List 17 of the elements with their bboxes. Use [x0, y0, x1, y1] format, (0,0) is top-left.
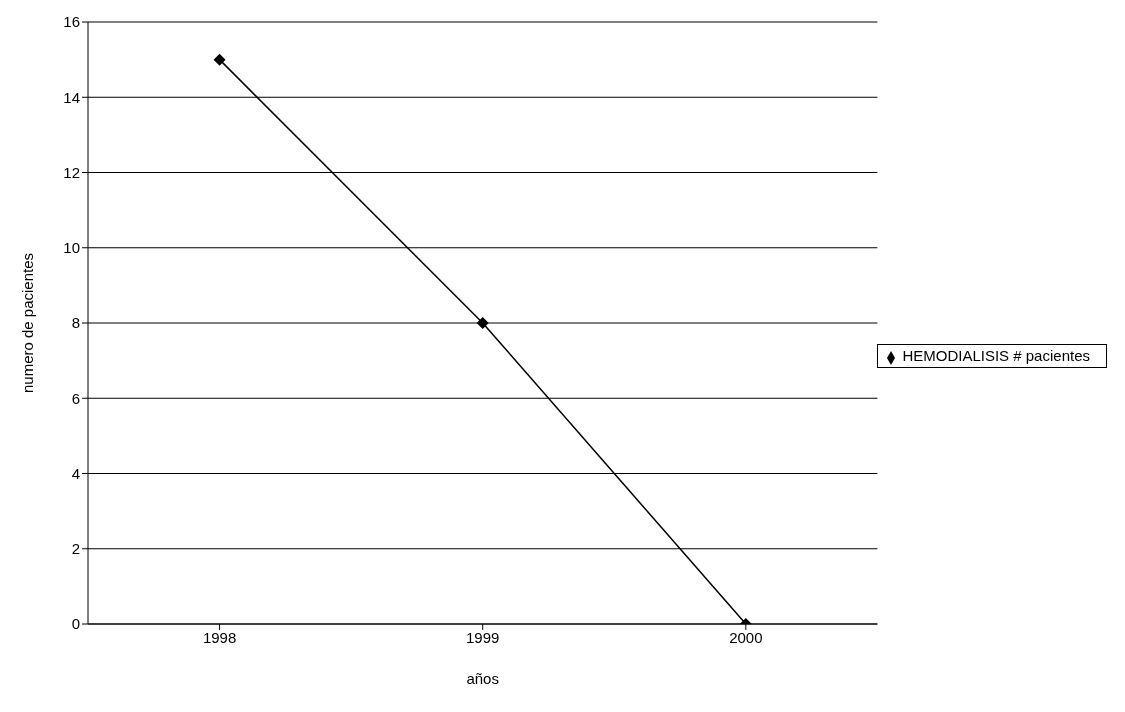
y-tick-label: 12: [63, 163, 80, 181]
y-tick-label: 8: [71, 314, 80, 332]
x-tick-label: 1999: [466, 628, 500, 646]
y-tick-label: 0: [71, 615, 80, 633]
legend-label: HEMODIALISIS # pacientes: [902, 347, 1090, 365]
y-tick-label: 14: [63, 88, 80, 106]
y-tick-label: 10: [63, 239, 80, 257]
x-tick-label: 1998: [202, 628, 237, 646]
y-tick-label: 6: [71, 389, 80, 407]
point: [476, 317, 489, 329]
x-axis-title: años: [466, 670, 499, 687]
y-tick-label: 2: [71, 540, 80, 558]
y-tick-label: 4: [71, 464, 80, 482]
x-tick-label: 2000: [729, 628, 763, 646]
y-axis-title: numero de pacientes: [19, 252, 37, 394]
point: [213, 53, 226, 66]
y-tick-label: 16: [63, 13, 80, 31]
